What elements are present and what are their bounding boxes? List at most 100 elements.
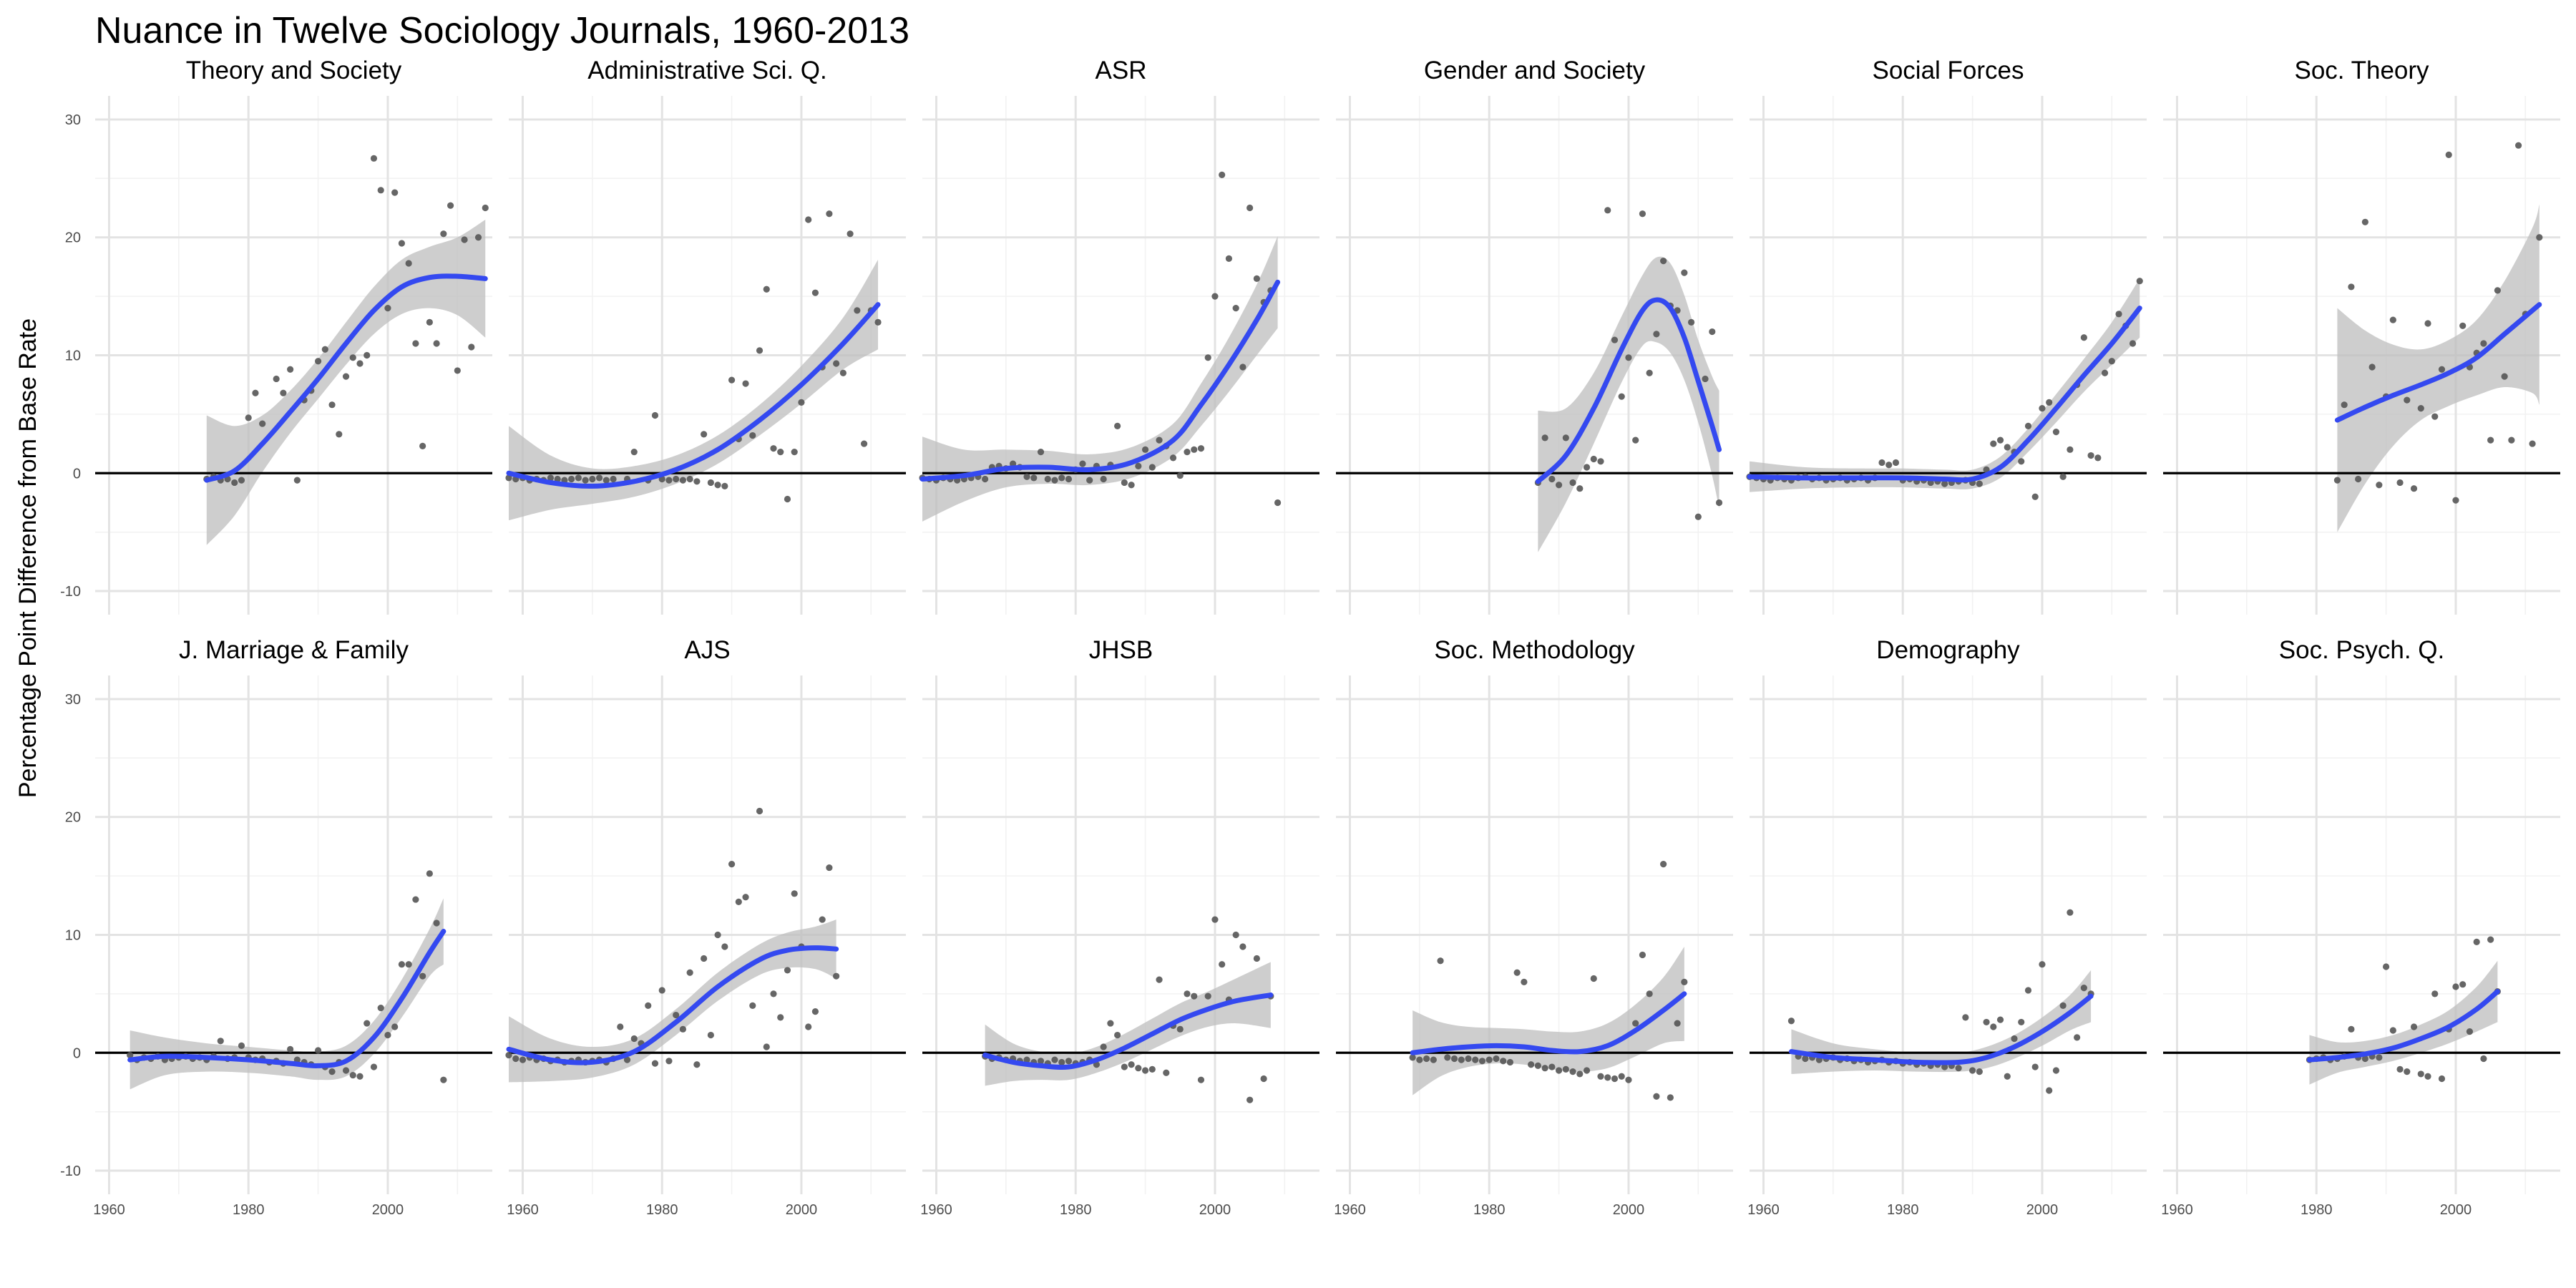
data-point (2059, 473, 2067, 480)
data-point (238, 477, 245, 484)
data-point (1184, 990, 1191, 997)
data-point (1548, 1063, 1556, 1070)
data-point (1555, 1067, 1563, 1074)
y-tick-label: 10 (65, 348, 81, 364)
data-point (252, 389, 259, 396)
data-point (714, 931, 721, 939)
smooth-trend-line (1410, 991, 1687, 1055)
data-point (433, 919, 440, 927)
data-point (1023, 473, 1030, 480)
facet-title: Soc. Methodology (1434, 636, 1635, 664)
data-point (686, 969, 693, 976)
facet-panel: Soc. Methodology 1960 1980 2000 (1334, 636, 1733, 1218)
data-point (1191, 446, 1198, 453)
data-point (1639, 210, 1646, 218)
data-point (349, 1071, 356, 1079)
data-point (1128, 1061, 1135, 1068)
data-point (1521, 978, 1528, 986)
smooth-trend-line (919, 279, 1281, 482)
x-tick-label: 1960 (2161, 1202, 2193, 1218)
x-tick-label: 1960 (507, 1202, 539, 1218)
facet-panel: Demography 1960 1980 2000 (1747, 636, 2147, 1218)
data-point (433, 340, 440, 347)
x-tick-label: 1980 (1473, 1202, 1506, 1218)
data-point (1632, 1020, 1639, 1027)
data-point (293, 477, 301, 484)
data-point (1239, 943, 1246, 950)
data-point (1694, 513, 1702, 520)
data-point (1541, 434, 1548, 441)
data-point (1802, 1055, 1809, 1063)
data-point (1430, 1056, 1437, 1063)
data-point (651, 1060, 659, 1067)
data-point (2438, 1075, 2446, 1083)
data-point (1590, 975, 1597, 982)
data-point (798, 399, 805, 406)
data-point (847, 230, 854, 238)
data-point (2080, 985, 2087, 992)
data-point (1437, 957, 1444, 965)
data-point (519, 1056, 527, 1063)
data-point (1141, 1067, 1149, 1074)
data-point (1253, 275, 1260, 282)
smooth-trend-line (506, 302, 881, 489)
data-point (1156, 436, 1163, 444)
data-point (2052, 429, 2060, 436)
facet-title: Gender and Society (1424, 57, 1646, 84)
data-point (1079, 460, 1086, 467)
data-point (2052, 1067, 2060, 1074)
data-point (2361, 218, 2368, 225)
data-point (673, 1011, 680, 1019)
data-point (1225, 255, 1233, 262)
confidence-band (1750, 278, 2140, 492)
data-point (398, 961, 406, 968)
data-point (756, 807, 763, 815)
data-point (1660, 861, 1667, 868)
data-point (2396, 1065, 2404, 1073)
data-point (1246, 1096, 1254, 1103)
y-tick-label: -10 (60, 584, 81, 600)
data-point (1604, 1074, 1611, 1081)
data-point (2452, 497, 2459, 504)
data-point (1983, 1018, 1990, 1026)
smooth-trend-line (982, 992, 1274, 1070)
facet-panel: J. Marriage & Family -10 0 10 20 30 1960 1980 20… (60, 636, 492, 1218)
facet-title: Theory and Society (186, 57, 402, 84)
data-point (1885, 462, 1893, 469)
data-point (673, 475, 680, 483)
data-point (314, 358, 322, 365)
x-tick-label: 2000 (2440, 1202, 2472, 1218)
data-point (1204, 992, 1211, 1000)
data-point (217, 1038, 224, 1045)
data-point (2046, 1087, 2053, 1094)
data-point (342, 1067, 350, 1074)
data-point (679, 1025, 687, 1033)
data-point (1709, 328, 1716, 336)
data-point (582, 477, 589, 484)
data-point (1597, 458, 1604, 465)
data-point (2487, 436, 2494, 444)
facet-panel: JHSB 1960 1980 2000 (920, 636, 1319, 1218)
data-point (2536, 234, 2543, 241)
data-point (2466, 1028, 2474, 1035)
data-point (2431, 413, 2439, 420)
data-point (763, 286, 770, 293)
data-point (405, 961, 412, 968)
data-point (721, 943, 728, 950)
data-point (693, 1061, 701, 1068)
data-point (1878, 459, 1885, 467)
data-point (426, 870, 433, 877)
data-point (461, 236, 468, 243)
data-point (707, 479, 714, 487)
data-point (1030, 474, 1038, 482)
data-point (554, 475, 561, 483)
data-point (364, 1020, 371, 1027)
data-point (2355, 475, 2362, 483)
data-point (1423, 1055, 1430, 1063)
data-point (982, 475, 989, 483)
data-point (707, 1031, 714, 1039)
data-point (468, 343, 475, 351)
data-point (238, 1042, 245, 1049)
data-point (2473, 938, 2480, 945)
smooth-trend-line (1747, 306, 2142, 483)
